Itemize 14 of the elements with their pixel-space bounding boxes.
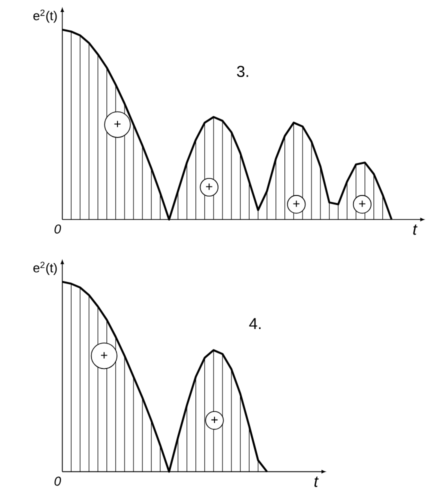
annotation: + [359,200,366,207]
annotation: + [206,184,212,190]
annotation: + [100,352,108,358]
text: 3. [236,66,248,78]
annotation: + [293,200,300,207]
x-axis-title: t [314,476,319,488]
text: 4. [249,318,260,330]
y-axis-title: e$^{2}$(t) [33,10,57,23]
text: 0 [54,476,61,486]
annotation: + [211,416,218,423]
x-axis-title: t [413,224,418,235]
annotation: + [114,120,121,128]
text: 0 [54,224,61,234]
y-axis-title: e$^{2}$(t) [33,262,57,275]
